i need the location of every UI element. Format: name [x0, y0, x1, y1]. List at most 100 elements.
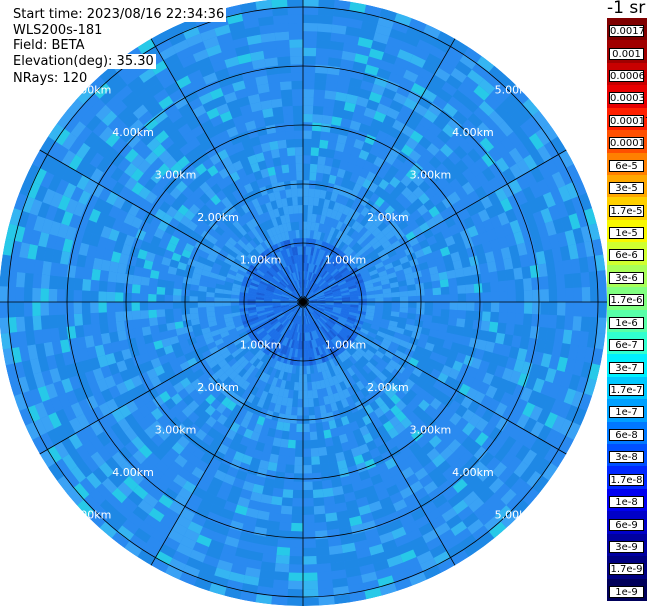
range-gate-cell	[211, 244, 222, 254]
range-gate-cell	[279, 281, 287, 288]
range-gate-cell	[304, 271, 307, 280]
range-gate-cell	[382, 504, 397, 517]
range-gate-cell	[303, 341, 306, 350]
range-gate-cell	[342, 234, 351, 244]
range-gate-cell	[283, 257, 289, 267]
range-gate-cell	[373, 481, 387, 494]
range-gate-cell	[429, 397, 442, 410]
range-gate-cell	[423, 480, 438, 495]
range-gate-cell	[233, 414, 244, 426]
range-gate-cell	[329, 469, 341, 480]
range-gate-cell	[308, 302, 318, 305]
range-gate-cell	[422, 274, 432, 283]
range-gate-cell	[363, 189, 374, 200]
range-gate-cell	[255, 0, 273, 10]
range-gate-cell	[317, 571, 333, 581]
range-gate-cell	[282, 371, 288, 381]
range-gate-cell	[359, 239, 369, 249]
range-gate-cell	[373, 217, 384, 228]
range-gate-cell	[418, 239, 430, 250]
range-gate-cell	[442, 407, 456, 421]
range-gate-cell	[297, 390, 303, 400]
range-gate-cell	[51, 340, 63, 355]
range-gate-cell	[300, 316, 303, 325]
range-gate-cell	[280, 302, 289, 305]
range-gate-cell	[332, 486, 344, 496]
range-gate-cell	[470, 378, 483, 392]
range-gate-cell	[155, 246, 167, 257]
range-gate-cell	[320, 282, 328, 289]
range-gate-cell	[236, 377, 246, 388]
range-gate-cell	[26, 181, 41, 199]
range-gate-cell	[66, 488, 84, 506]
range-gate-cell	[410, 507, 427, 522]
range-gate-cell	[196, 459, 209, 473]
range-gate-cell	[418, 192, 430, 205]
range-gate-cell	[390, 286, 400, 293]
range-gate-cell	[267, 338, 276, 348]
range-gate-cell	[342, 483, 354, 495]
range-gate-cell	[325, 369, 332, 379]
range-gate-cell	[374, 293, 384, 299]
range-gate-cell	[395, 327, 405, 335]
range-gate-cell	[50, 396, 64, 413]
range-gate-cell	[196, 255, 207, 265]
range-gate-cell	[516, 104, 533, 122]
range-gate-cell	[109, 331, 119, 343]
range-gate-cell	[187, 192, 200, 204]
range-gate-cell	[314, 355, 320, 365]
range-gate-cell	[158, 323, 168, 333]
range-gate-cell	[452, 499, 469, 515]
range-gate-cell	[190, 231, 201, 242]
range-gate-cell	[257, 433, 268, 444]
range-gate-cell	[142, 360, 154, 372]
range-gate-cell	[124, 319, 134, 331]
range-gate-cell	[216, 279, 226, 286]
range-gate-cell	[260, 252, 268, 261]
range-gate-cell	[294, 147, 303, 156]
range-gate-cell	[235, 324, 245, 332]
range-gate-cell	[17, 210, 30, 228]
range-gate-cell	[210, 205, 222, 216]
range-gate-cell	[284, 472, 295, 482]
range-gate-cell	[97, 446, 112, 463]
range-gate-cell	[266, 357, 274, 367]
range-gate-cell	[389, 99, 404, 113]
range-gate-cell	[179, 507, 196, 522]
range-gate-cell	[303, 31, 318, 40]
range-gate-cell	[275, 312, 284, 318]
range-gate-cell	[316, 277, 323, 285]
range-gate-cell	[540, 353, 552, 368]
range-gate-cell	[489, 65, 507, 83]
range-gate-cell	[530, 421, 545, 438]
range-gate-cell	[257, 243, 266, 253]
range-gate-cell	[237, 251, 247, 260]
range-gate-cell	[308, 272, 313, 281]
range-gate-cell	[536, 179, 551, 196]
range-gate-cell	[298, 213, 303, 222]
range-gate-cell	[350, 296, 359, 300]
range-gate-cell	[126, 455, 141, 471]
range-gate-cell	[93, 505, 111, 522]
range-gate-cell	[260, 390, 269, 401]
range-gate-cell	[324, 292, 333, 297]
range-gate-cell	[245, 507, 259, 519]
range-gate-cell	[196, 339, 207, 349]
range-gate-cell	[293, 323, 298, 332]
range-gate-cell	[505, 208, 518, 223]
range-gate-cell	[173, 281, 183, 290]
range-gate-cell	[421, 348, 433, 359]
range-gate-cell	[131, 408, 145, 423]
range-gate-cell	[570, 258, 581, 274]
range-gate-cell	[2, 348, 14, 366]
range-gate-cell	[277, 207, 285, 217]
range-gate-cell	[357, 37, 374, 49]
range-gate-cell	[191, 466, 205, 480]
range-gate-cell	[310, 264, 316, 273]
range-gate-cell	[218, 346, 229, 355]
range-gate-cell	[465, 133, 480, 149]
range-gate-cell	[322, 173, 331, 183]
range-gate-cell	[488, 271, 499, 283]
range-gate-cell	[448, 191, 461, 205]
range-gate-cell	[311, 381, 317, 391]
